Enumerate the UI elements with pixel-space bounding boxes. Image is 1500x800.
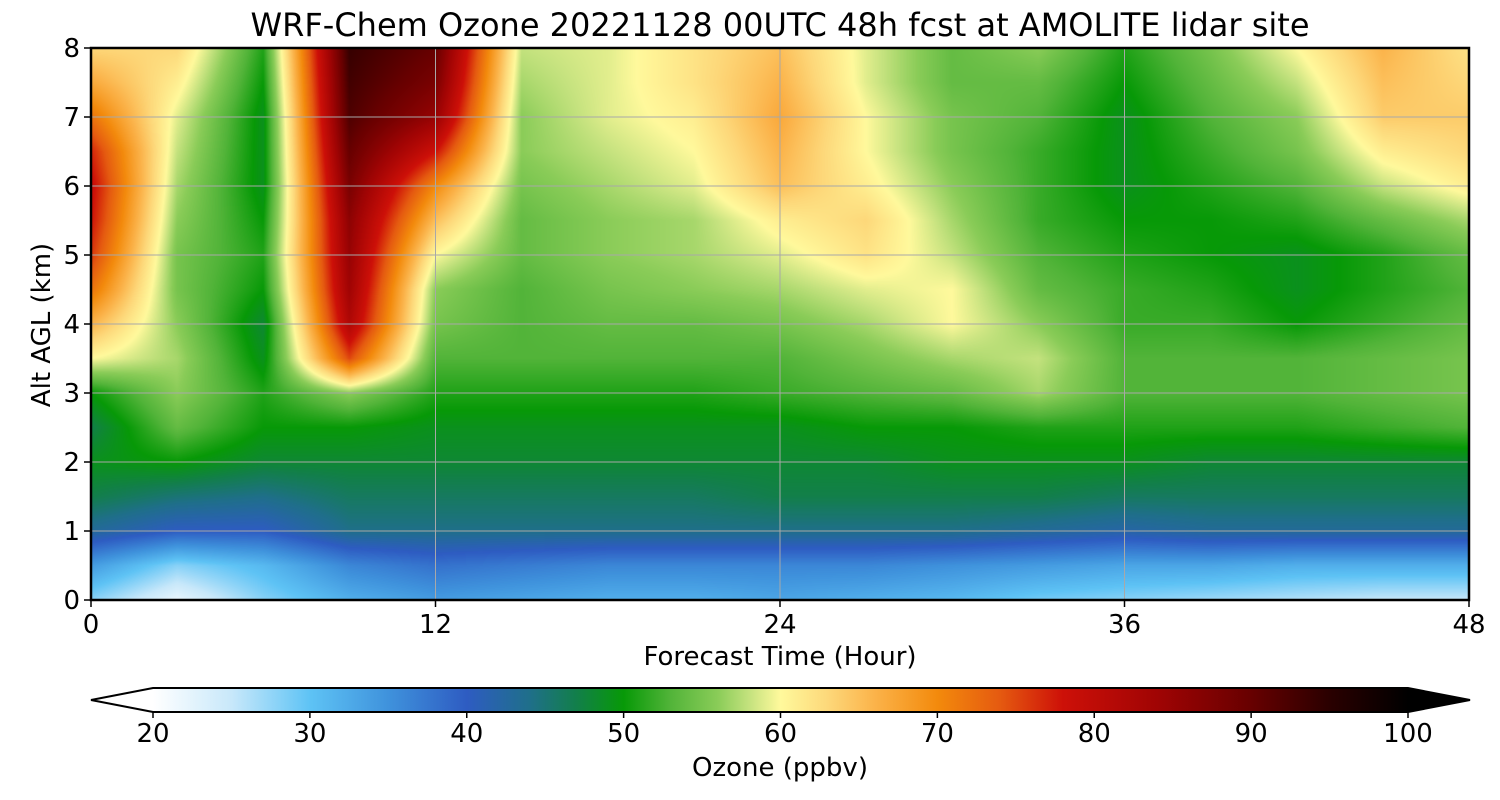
y-tick-label: 6: [63, 172, 80, 202]
y-tick-label: 7: [63, 103, 80, 133]
colorbar-tick-label: 80: [1078, 719, 1111, 749]
x-tick-label: 24: [763, 610, 796, 640]
y-tick-label: 1: [63, 517, 80, 547]
colorbar-tick-label: 50: [607, 719, 640, 749]
colorbar-tick-label: 40: [450, 719, 483, 749]
colorbar-tick-label: 20: [136, 719, 169, 749]
x-axis-label: Forecast Time (Hour): [643, 642, 916, 672]
colorbar-label: Ozone (ppbv): [692, 753, 868, 783]
colorbar-extend-low: [91, 688, 153, 712]
colorbar-extend-high: [1408, 688, 1470, 712]
x-axis: 0 12 24 36 48: [83, 600, 1486, 640]
colorbar-tick-label: 60: [764, 719, 797, 749]
y-tick-label: 0: [63, 586, 80, 616]
y-tick-label: 4: [63, 310, 80, 340]
y-axis-label: Alt AGL (km): [27, 243, 57, 407]
chart-title: WRF-Chem Ozone 20221128 00UTC 48h fcst a…: [250, 6, 1310, 44]
x-tick-label: 36: [1108, 610, 1141, 640]
y-tick-label: 5: [63, 241, 80, 271]
colorbar-tick-label: 30: [293, 719, 326, 749]
x-tick-label: 0: [83, 610, 100, 640]
y-tick-label: 3: [63, 379, 80, 409]
y-tick-label: 8: [63, 34, 80, 64]
colorbar-gradient: [153, 688, 1408, 712]
x-tick-label: 48: [1452, 610, 1485, 640]
colorbar-tick-label: 70: [921, 719, 954, 749]
y-tick-label: 2: [63, 448, 80, 478]
colorbar-ticks: 20 30 40 50 60 70 80 90 100: [136, 712, 1433, 749]
grid-lines: [91, 48, 1469, 600]
plot-area: [89, 46, 1471, 602]
x-tick-label: 12: [419, 610, 452, 640]
colorbar: 20 30 40 50 60 70 80 90 100 Ozone (ppbv): [90, 687, 1471, 783]
colorbar-tick-label: 100: [1383, 719, 1433, 749]
y-axis: 0 1 2 3 4 5 6 7 8: [63, 34, 91, 616]
colorbar-tick-label: 90: [1235, 719, 1268, 749]
